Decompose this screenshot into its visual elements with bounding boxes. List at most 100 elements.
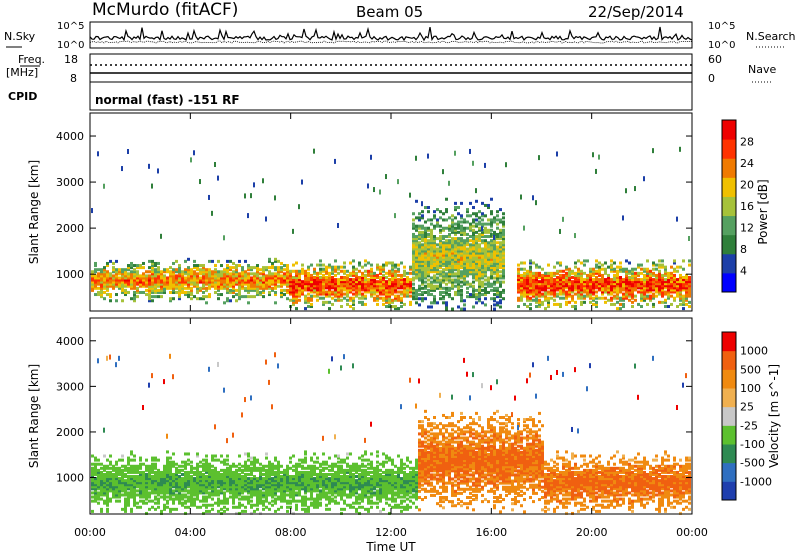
velocity-cell bbox=[139, 487, 142, 491]
power-cell bbox=[487, 253, 490, 257]
velocity-cell bbox=[139, 456, 142, 460]
power-cell bbox=[430, 270, 433, 274]
power-ytick-label: 1000 bbox=[56, 268, 84, 281]
power-cell bbox=[517, 305, 520, 309]
power-cell bbox=[427, 253, 430, 257]
velocity-cell bbox=[328, 468, 331, 472]
power-cell bbox=[529, 259, 532, 263]
power-cell bbox=[613, 284, 616, 288]
velocity-cell bbox=[211, 472, 214, 476]
power-cell bbox=[658, 271, 661, 275]
power-cell bbox=[148, 293, 151, 297]
power-cell bbox=[97, 276, 100, 280]
velocity-cell bbox=[103, 489, 106, 493]
power-cell bbox=[478, 270, 481, 274]
freq-tick-bottom: 8 bbox=[70, 72, 77, 85]
velocity-cell bbox=[208, 464, 211, 468]
power-cell bbox=[487, 268, 490, 272]
power-cell bbox=[376, 273, 379, 277]
power-cell bbox=[307, 292, 310, 296]
power-cell bbox=[478, 245, 481, 249]
power-cell bbox=[325, 284, 328, 288]
power-cell bbox=[445, 276, 448, 280]
power-cell bbox=[280, 280, 283, 284]
power-cell bbox=[562, 280, 565, 284]
power-cell bbox=[418, 241, 421, 245]
power-cell bbox=[565, 278, 568, 282]
power-cell bbox=[595, 282, 598, 286]
power-cell bbox=[340, 269, 343, 273]
power-cell bbox=[430, 264, 433, 268]
power-cell bbox=[403, 290, 406, 294]
power-cell bbox=[490, 257, 493, 261]
power-cell bbox=[550, 282, 553, 286]
power-cell bbox=[169, 297, 172, 301]
power-cell bbox=[181, 284, 184, 288]
power-colorbar-tick: 24 bbox=[740, 157, 754, 170]
velocity-cell bbox=[190, 485, 193, 489]
velocity-cell bbox=[325, 481, 328, 485]
velocity-cell bbox=[301, 481, 304, 485]
power-cell bbox=[136, 276, 139, 280]
velocity-cell bbox=[187, 472, 190, 476]
power-cell bbox=[421, 270, 424, 274]
velocity-cell bbox=[283, 499, 286, 503]
power-cell bbox=[379, 282, 382, 286]
power-cell bbox=[667, 286, 670, 290]
power-cell bbox=[481, 226, 483, 232]
velocity-cell bbox=[316, 481, 319, 485]
power-cell bbox=[442, 301, 445, 305]
velocity-cell bbox=[304, 456, 307, 460]
power-cell bbox=[118, 286, 121, 290]
power-cell bbox=[292, 263, 295, 267]
power-cell bbox=[457, 253, 460, 257]
power-cell bbox=[151, 274, 154, 278]
power-cell bbox=[439, 290, 442, 294]
power-cell bbox=[427, 288, 430, 292]
power-cell bbox=[277, 280, 280, 284]
velocity-cell bbox=[211, 464, 214, 468]
velocity-cell bbox=[130, 470, 133, 474]
velocity-cell bbox=[193, 470, 196, 474]
power-cell bbox=[409, 300, 412, 304]
velocity-cell bbox=[250, 491, 253, 495]
power-cell bbox=[91, 278, 94, 282]
velocity-cell bbox=[247, 497, 250, 501]
velocity-cell bbox=[334, 472, 337, 476]
power-cell bbox=[343, 286, 346, 290]
velocity-cell bbox=[229, 479, 232, 483]
power-cell bbox=[397, 278, 400, 282]
power-cell bbox=[292, 228, 294, 234]
power-cell bbox=[625, 269, 628, 273]
power-cell bbox=[646, 284, 649, 288]
power-cell bbox=[400, 286, 403, 290]
power-cell bbox=[247, 284, 250, 288]
velocity-cell bbox=[106, 466, 109, 470]
velocity-cell bbox=[142, 462, 145, 466]
power-cell bbox=[157, 274, 160, 278]
velocity-cell bbox=[325, 497, 328, 501]
power-cell bbox=[517, 263, 520, 267]
power-cell bbox=[169, 282, 172, 286]
power-cell bbox=[520, 298, 523, 302]
velocity-cell bbox=[217, 485, 220, 489]
velocity-cell bbox=[139, 489, 142, 493]
power-cell bbox=[349, 278, 352, 282]
power-cell bbox=[205, 301, 208, 305]
power-cell bbox=[535, 273, 538, 277]
velocity-cell bbox=[202, 466, 205, 470]
velocity-cell bbox=[250, 466, 253, 470]
velocity-cell bbox=[118, 487, 121, 491]
power-cell bbox=[661, 265, 664, 269]
power-cell bbox=[424, 237, 427, 241]
power-cell bbox=[616, 296, 619, 300]
velocity-cell bbox=[250, 472, 253, 476]
power-cell bbox=[319, 269, 322, 273]
power-cell bbox=[433, 259, 436, 263]
power-cell bbox=[301, 263, 304, 267]
power-cell bbox=[151, 278, 154, 282]
power-cell bbox=[412, 235, 415, 239]
power-cell bbox=[388, 288, 391, 292]
power-cell bbox=[319, 282, 322, 286]
power-cell bbox=[463, 232, 466, 236]
